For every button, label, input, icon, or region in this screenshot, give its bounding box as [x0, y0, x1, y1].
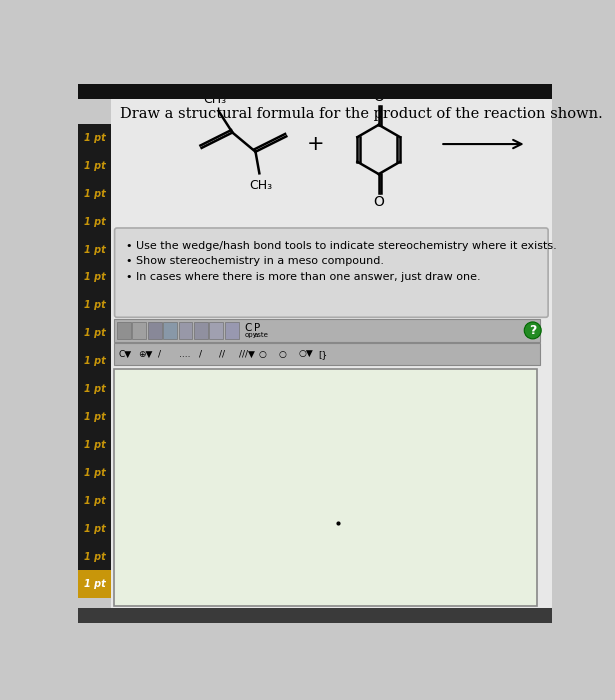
Bar [79, 431, 111, 459]
Bar [79, 514, 111, 542]
Text: 1 pt: 1 pt [84, 384, 105, 394]
Text: 1 pt: 1 pt [84, 580, 105, 589]
Text: O: O [373, 195, 384, 209]
Text: 1 pt: 1 pt [84, 356, 105, 366]
Text: 1 pt: 1 pt [84, 496, 105, 505]
FancyBboxPatch shape [114, 228, 548, 317]
Text: 1 pt: 1 pt [84, 552, 105, 561]
Bar [79, 124, 111, 152]
Bar [79, 208, 111, 236]
Text: ?: ? [529, 324, 536, 337]
Text: 1 pt: 1 pt [84, 412, 105, 422]
Text: 1 pt: 1 pt [84, 328, 105, 338]
Text: • In cases where there is more than one answer, just draw one.: • In cases where there is more than one … [126, 272, 481, 281]
Text: C: C [245, 323, 252, 333]
Bar [79, 291, 111, 319]
Bar [79, 236, 111, 263]
Bar [194, 322, 208, 339]
Text: 1 pt: 1 pt [84, 300, 105, 310]
Bar [79, 459, 111, 486]
Text: 1 pt: 1 pt [84, 133, 105, 143]
Text: //: // [218, 350, 224, 359]
Bar [79, 263, 111, 291]
Text: Draw a structural formula for the product of the reaction shown.: Draw a structural formula for the produc… [120, 107, 603, 121]
Bar [132, 322, 146, 339]
Bar [224, 322, 239, 339]
Bar [114, 318, 539, 342]
Text: 1 pt: 1 pt [84, 524, 105, 533]
Text: 1 pt: 1 pt [84, 189, 105, 199]
Text: /: / [159, 350, 162, 359]
Text: ○: ○ [258, 350, 266, 359]
Text: • Use the wedge/hash bond tools to indicate stereochemistry where it exists.: • Use the wedge/hash bond tools to indic… [126, 241, 557, 251]
Text: ....: .... [178, 350, 190, 359]
Text: ///▼: ///▼ [239, 350, 255, 359]
Text: 1 pt: 1 pt [84, 440, 105, 450]
Bar [178, 322, 192, 339]
Text: [}: [} [319, 350, 328, 359]
Text: • Show stereochemistry in a meso compound.: • Show stereochemistry in a meso compoun… [126, 256, 384, 266]
Bar [114, 369, 536, 606]
Text: CH₃: CH₃ [249, 178, 272, 192]
Bar [79, 403, 111, 431]
Bar [79, 570, 111, 598]
Bar [79, 152, 111, 180]
Text: P: P [254, 323, 260, 333]
Bar [79, 486, 111, 514]
Bar [209, 322, 223, 339]
Text: ○: ○ [279, 350, 287, 359]
Bar [117, 322, 131, 339]
Bar [79, 84, 552, 99]
Text: 1 pt: 1 pt [84, 161, 105, 171]
Bar [79, 608, 552, 623]
Bar [79, 347, 111, 375]
Bar [163, 322, 177, 339]
Text: 1 pt: 1 pt [84, 272, 105, 283]
Text: opy: opy [245, 332, 258, 338]
Text: 1 pt: 1 pt [84, 468, 105, 478]
Bar [148, 322, 162, 339]
Text: ⊕▼: ⊕▼ [138, 350, 153, 359]
Text: C▼: C▼ [119, 350, 132, 359]
Text: CH₃: CH₃ [203, 92, 226, 106]
Text: +: + [307, 134, 324, 154]
Bar [79, 319, 111, 347]
Text: 1 pt: 1 pt [84, 217, 105, 227]
Circle shape [524, 322, 541, 339]
Text: /: / [199, 350, 202, 359]
Bar [79, 180, 111, 208]
Text: aste: aste [254, 332, 269, 338]
Text: 1 pt: 1 pt [84, 244, 105, 255]
Bar [79, 375, 111, 403]
Text: O: O [373, 90, 384, 104]
Bar [114, 344, 539, 365]
Bar [79, 542, 111, 570]
Text: ○▼: ○▼ [299, 350, 314, 359]
